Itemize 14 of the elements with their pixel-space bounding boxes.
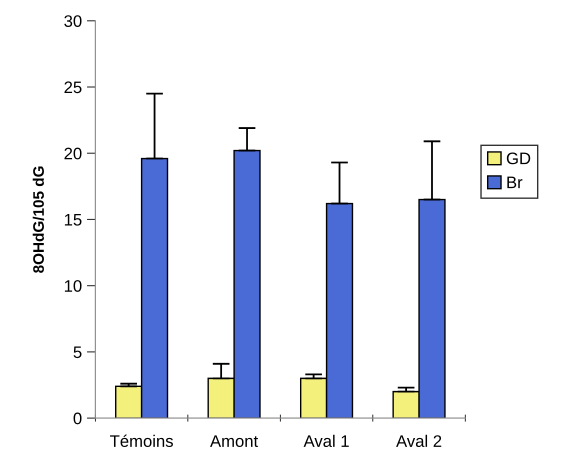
legend-label: Br: [507, 176, 522, 188]
y-axis-title: 8OHdG/105 dG: [32, 166, 44, 273]
x-tick-label: Amont: [210, 435, 258, 448]
y-tick-label: 10: [64, 280, 82, 292]
x-tick-label: Aval 2: [396, 434, 442, 448]
y-tick-label: 15: [64, 214, 82, 226]
x-tick-label: Témoins: [110, 434, 173, 448]
y-tick-label: 30: [64, 15, 82, 27]
y-tick-label: 20: [64, 148, 82, 160]
x-tick-label: Aval 1: [304, 434, 349, 448]
y-tick-label: 0: [74, 412, 82, 424]
legend-label: GD: [506, 152, 530, 164]
y-tick-label: 5: [74, 346, 82, 358]
y-tick-label: 25: [64, 81, 82, 94]
